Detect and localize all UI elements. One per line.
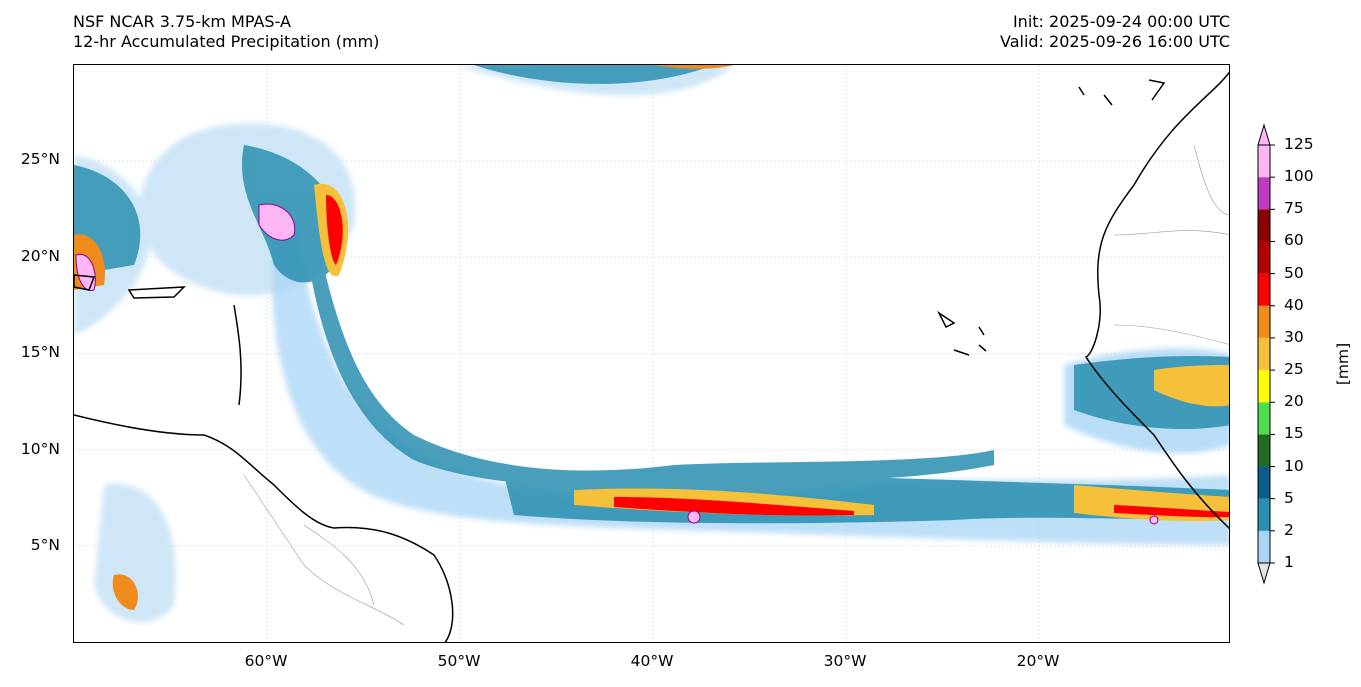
lat-label: 20°N <box>20 247 60 265</box>
lon-label: 60°W <box>244 652 288 670</box>
colorbar-tick-label: 50 <box>1284 263 1304 282</box>
colorbar-tick-label: 10 <box>1284 456 1304 475</box>
colorbar-extend-low <box>1257 562 1271 585</box>
lat-label: 15°N <box>20 343 60 361</box>
coastlines <box>74 71 1229 642</box>
colorbar-extend-high <box>1257 123 1271 146</box>
colorbar-tick-label: 2 <box>1284 520 1294 539</box>
colorbar-segment <box>1258 273 1270 306</box>
init-time: Init: 2025-09-24 00:00 UTC <box>1012 12 1230 31</box>
colorbar-segment <box>1258 466 1270 499</box>
title-left: NSF NCAR 3.75-km MPAS-A 12-hr Accumulate… <box>73 12 379 52</box>
colorbar-segment <box>1258 209 1270 242</box>
lon-label: 20°W <box>1016 652 1060 670</box>
lon-label: 50°W <box>437 652 481 670</box>
map-svg <box>74 65 1229 642</box>
colorbar-segment <box>1258 145 1270 178</box>
colorbar-tick-label: 25 <box>1284 360 1304 379</box>
colorbar-tick-label: 20 <box>1284 392 1304 411</box>
colorbar-tick-label: 30 <box>1284 327 1304 346</box>
lon-label: 40°W <box>630 652 674 670</box>
colorbar-tick-label: 15 <box>1284 424 1304 443</box>
borders <box>243 144 1229 626</box>
colorbar-segment <box>1258 305 1270 338</box>
colorbar-tick-label: 1 <box>1284 553 1294 571</box>
colorbar-frame <box>1257 144 1271 564</box>
valid-time: Valid: 2025-09-26 16:00 UTC <box>999 32 1230 51</box>
colorbar-segment <box>1258 337 1270 371</box>
colorbar-segment <box>1258 370 1270 403</box>
colorbar-segment <box>1258 498 1270 531</box>
lat-label: 25°N <box>20 150 60 168</box>
colorbar-unit: [mm] <box>1334 342 1353 386</box>
map-panel <box>73 64 1230 643</box>
colorbar-tick-label: 125 <box>1284 135 1314 153</box>
title-right: Init: 2025-09-24 00:00 UTC Valid: 2025-0… <box>1000 12 1230 52</box>
colorbar-tick-label: 40 <box>1284 295 1304 314</box>
colorbar-tick-label: 5 <box>1284 488 1294 507</box>
colorbar-tick-label: 75 <box>1284 199 1304 218</box>
colorbar-tick-label: 100 <box>1284 167 1314 186</box>
colorbar-segment <box>1258 530 1270 563</box>
colorbar-tick-label: 60 <box>1284 231 1304 250</box>
colorbar-segment <box>1258 434 1270 467</box>
lat-label: 10°N <box>20 440 60 458</box>
colorbar-segment <box>1258 177 1270 210</box>
precip-heavy <box>74 65 1229 610</box>
lon-label: 30°W <box>823 652 867 670</box>
colorbar-segment <box>1258 402 1270 435</box>
lat-label: 5°N <box>30 536 60 554</box>
field-title: 12-hr Accumulated Precipitation (mm) <box>73 32 380 51</box>
colorbar-segment <box>1258 241 1270 274</box>
precip-extreme <box>75 203 1159 525</box>
model-title: NSF NCAR 3.75-km MPAS-A <box>73 12 291 31</box>
colorbar <box>1257 123 1275 585</box>
